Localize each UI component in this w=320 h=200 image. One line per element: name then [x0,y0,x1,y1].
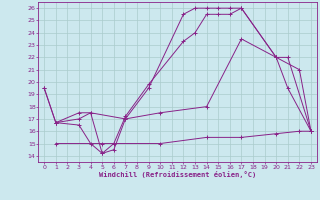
X-axis label: Windchill (Refroidissement éolien,°C): Windchill (Refroidissement éolien,°C) [99,171,256,178]
